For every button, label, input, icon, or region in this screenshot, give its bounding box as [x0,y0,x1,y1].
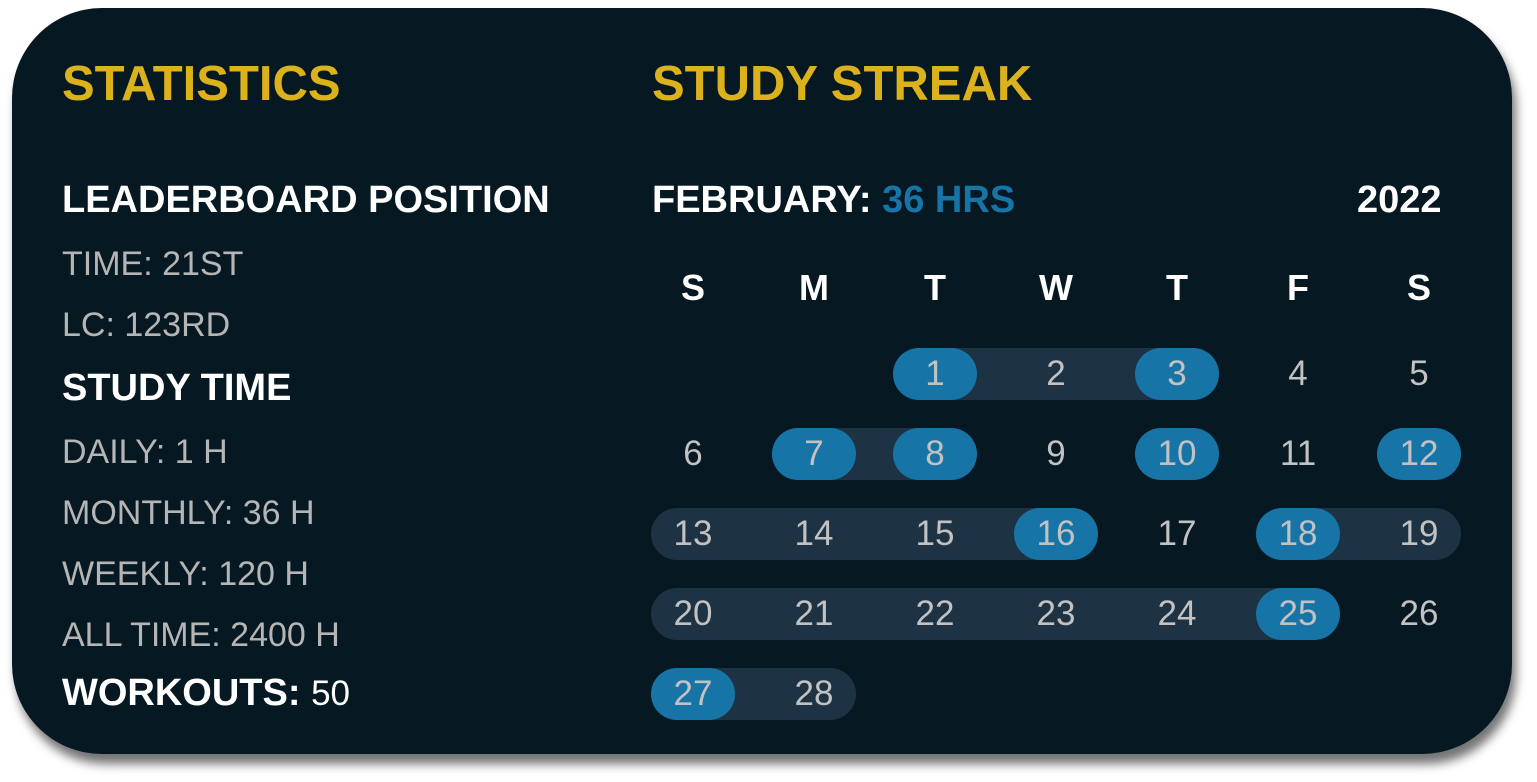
calendar-day-15[interactable]: 15 [915,514,955,553]
weekday-6: S [1406,267,1431,308]
study-time-heading: STUDY TIME [62,367,292,409]
month-summary: FEBRUARY: 36 HRS [652,181,1015,219]
calendar-day-5[interactable]: 5 [1409,354,1429,393]
calendar-day-27[interactable]: 27 [651,668,735,720]
calendar-day-9[interactable]: 9 [1046,434,1066,473]
calendar-day-4[interactable]: 4 [1288,354,1308,393]
study-all-time: ALL TIME: 2400 H [62,616,340,654]
calendar-day-16[interactable]: 16 [1014,508,1098,560]
weekday-0: S [680,267,705,308]
streak-band [651,588,1340,640]
weekday-3: W [1039,267,1073,308]
workouts-label: WORKOUTS: [62,672,301,714]
calendar-day-8[interactable]: 8 [893,428,977,480]
calendar-day-10[interactable]: 10 [1135,428,1219,480]
weekday-1: M [799,267,829,308]
study-streak-title: STUDY STREAK [652,57,1033,111]
calendar-day-18[interactable]: 18 [1256,508,1340,560]
leaderboard-lc: LC: 123RD [62,306,231,344]
weekday-5: F [1287,267,1309,308]
calendar-day-28[interactable]: 28 [794,674,834,713]
calendar-day-1[interactable]: 1 [893,348,977,400]
month-label: FEBRUARY: [652,179,872,221]
calendar-day-26[interactable]: 26 [1399,594,1439,633]
leaderboard-time: TIME: 21ST [62,245,244,283]
calendar-day-21[interactable]: 21 [794,594,834,633]
calendar-day-20[interactable]: 20 [673,594,713,633]
calendar-day-23[interactable]: 23 [1036,594,1076,633]
calendar-day-12[interactable]: 12 [1377,428,1461,480]
calendar-day-17[interactable]: 17 [1157,514,1197,553]
workouts-value: 50 [311,674,351,713]
weekday-4: T [1166,267,1188,308]
calendar-day-24[interactable]: 24 [1157,594,1197,633]
year-label: 2022 [1357,179,1442,221]
calendar-day-6[interactable]: 6 [683,434,703,473]
calendar-day-2[interactable]: 2 [1046,354,1066,393]
study-monthly: MONTHLY: 36 H [62,494,315,532]
study-weekly: WEEKLY: 120 H [62,555,309,593]
statistics-title: STATISTICS [62,57,341,111]
workouts: WORKOUTS: 50 [62,674,350,712]
calendar-day-14[interactable]: 14 [794,514,834,553]
calendar-day-19[interactable]: 19 [1399,514,1439,553]
calendar-day-7[interactable]: 7 [772,428,856,480]
study-daily: DAILY: 1 H [62,433,228,471]
calendar-day-25[interactable]: 25 [1256,588,1340,640]
weekday-2: T [924,267,946,308]
calendar-day-13[interactable]: 13 [673,514,713,553]
calendar-day-22[interactable]: 22 [915,594,955,633]
leaderboard-heading: LEADERBOARD POSITION [62,179,550,221]
month-hours: 36 HRS [882,179,1016,221]
calendar-day-11[interactable]: 11 [1279,434,1317,473]
calendar-day-3[interactable]: 3 [1135,348,1219,400]
